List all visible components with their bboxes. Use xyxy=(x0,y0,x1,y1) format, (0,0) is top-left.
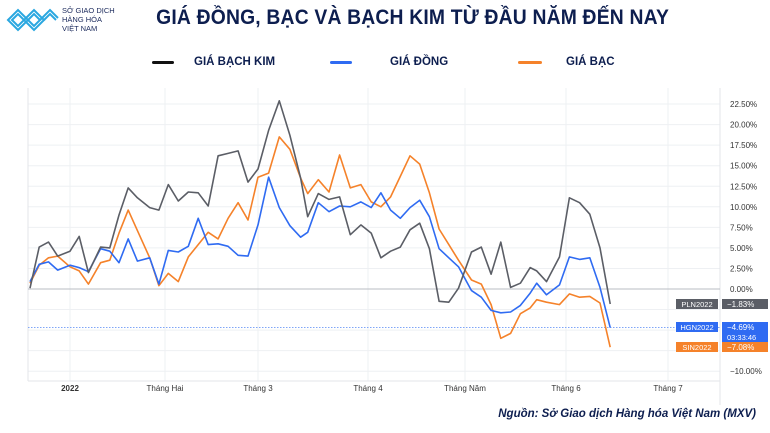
value-badge xyxy=(722,299,768,309)
x-tick-label: Tháng 4 xyxy=(353,384,383,393)
legend-silver: GIÁ BẠC xyxy=(518,56,615,68)
x-tick-label: Tháng Hai xyxy=(147,384,184,393)
y-tick-label: 0.00% xyxy=(730,285,753,294)
mxv-logo xyxy=(6,8,59,32)
y-tick-label: 17.50% xyxy=(730,141,757,150)
legend-swatch xyxy=(330,60,352,64)
symbol-badge-label: SIN2022 xyxy=(682,343,711,352)
y-tick-label: 2.50% xyxy=(730,264,753,273)
value-badge xyxy=(722,322,768,342)
countdown-label: 03:33:46 xyxy=(727,333,756,342)
y-tick-label: 15.00% xyxy=(730,162,757,171)
symbol-badge-label: PLN2022 xyxy=(681,300,712,309)
x-tick-label: Tháng 7 xyxy=(653,384,683,393)
source-note: Nguồn: Sở Giao dịch Hàng hóa Việt Nam (M… xyxy=(498,408,756,420)
legend-label: GIÁ BẠC xyxy=(566,56,615,68)
value-badge-label: −7.08% xyxy=(727,343,754,352)
y-tick-label: 5.00% xyxy=(730,244,753,253)
brand-line: VIỆT NAM xyxy=(62,24,98,33)
series-line-sin2022 xyxy=(29,136,611,348)
brand-line: HÀNG HÓA xyxy=(62,15,103,24)
brand-name: SỞ GIAO DỊCH HÀNG HÓA VIỆT NAM xyxy=(62,6,115,33)
value-badge xyxy=(722,342,768,352)
x-tick-label: Tháng 6 xyxy=(551,384,581,393)
symbol-badge xyxy=(676,299,718,309)
page-title: GIÁ ĐỒNG, BẠC VÀ BẠCH KIM TỪ ĐẦU NĂM ĐẾN… xyxy=(156,6,670,29)
x-tick-label: 2022 xyxy=(61,384,79,393)
legend-label: GIÁ BẠCH KIM xyxy=(194,56,276,68)
symbol-badge xyxy=(676,342,718,352)
legend-platinum: GIÁ BẠCH KIM xyxy=(152,56,275,68)
y-tick-label: 7.50% xyxy=(730,223,753,232)
brand-line: SỞ GIAO DỊCH xyxy=(62,6,115,15)
legend-copper: GIÁ ĐỒNG xyxy=(330,56,448,68)
symbol-badge xyxy=(676,322,718,332)
legend-swatch xyxy=(518,60,542,64)
y-tick-label: 20.00% xyxy=(730,121,757,130)
value-badge-label: −4.69% xyxy=(727,323,754,332)
x-tick-label: Tháng Năm xyxy=(444,384,486,393)
y-tick-label: 22.50% xyxy=(730,100,757,109)
series-line-hgn2022 xyxy=(29,176,611,328)
y-tick-label: −10.00% xyxy=(730,367,762,376)
x-tick-label: Tháng 3 xyxy=(243,384,273,393)
series-line-pln2022 xyxy=(29,100,611,305)
legend-label: GIÁ ĐỒNG xyxy=(390,56,449,68)
y-tick-label: 10.00% xyxy=(730,203,757,212)
value-badge-label: −1.83% xyxy=(727,300,754,309)
y-tick-label: 12.50% xyxy=(730,182,757,191)
legend-swatch xyxy=(152,60,174,64)
symbol-badge-label: HGN2022 xyxy=(680,323,713,332)
